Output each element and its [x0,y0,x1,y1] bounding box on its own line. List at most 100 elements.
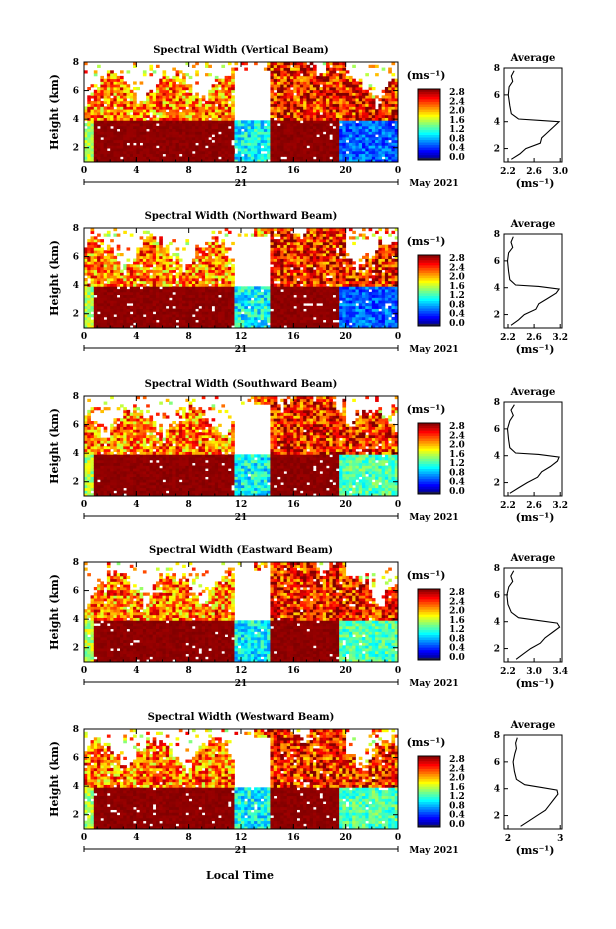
heatmap-cell [260,131,265,135]
heatmap-cell [335,67,340,71]
heatmap-cell [381,139,386,143]
heatmap-cell [119,319,124,323]
heatmap-cell [378,103,383,107]
heatmap-cell [208,148,212,152]
heatmap-cell [332,137,337,141]
heatmap-cell [309,106,314,110]
heatmap-cell [290,92,294,96]
heatmap-cell [136,250,140,254]
heatmap-cell [276,145,281,149]
heatmap-cell [306,117,311,121]
heatmap-cell [90,291,95,296]
heatmap-cell [306,92,311,96]
heatmap-cell [106,150,111,155]
heatmap-cell [149,325,154,329]
heatmap-cell [211,128,216,132]
heatmap-cell [312,139,317,143]
heatmap-cell [371,117,376,121]
heatmap-cell [221,303,226,307]
heatmap-cell [329,81,333,85]
heatmap-cell [221,117,226,121]
heatmap-cell [303,137,307,141]
heatmap-cell [345,75,350,80]
heatmap-cell [329,322,333,326]
heatmap-cell [319,278,324,282]
heatmap-cell [309,134,314,138]
heatmap-cell [388,148,392,152]
heatmap-cell [322,228,327,232]
heatmap-cell [159,123,163,127]
heatmap-cell [293,100,297,105]
heatmap-cell [231,316,235,321]
heatmap-cell [303,131,307,135]
heatmap-cell [195,325,199,329]
heatmap-cell [290,125,294,130]
heatmap-cell [103,286,108,290]
heatmap-cell [155,112,160,116]
heatmap-cell [113,297,118,301]
heatmap-cell [319,286,324,290]
heatmap-cell [303,78,307,82]
heatmap-cell [309,117,314,121]
heatmap-cell [296,319,301,323]
heatmap-cell [237,289,242,293]
heatmap-cell [280,81,284,85]
heatmap-cell [188,289,193,293]
heatmap-cell [116,95,121,99]
heatmap-cell [273,139,278,143]
heatmap-cell [188,153,193,157]
heatmap-cell [391,81,396,85]
heatmap-cell [195,156,199,160]
heatmap-cell [286,322,291,326]
heatmap-cell [280,261,284,265]
heatmap-cell [188,159,193,163]
heatmap-cell [136,148,140,152]
heatmap-cell [322,264,327,268]
heatmap-cell [316,291,320,296]
heatmap-cell [146,253,150,257]
heatmap-cell [319,311,324,315]
heatmap-cell [162,125,167,130]
heatmap-cell [303,316,307,321]
heatmap-cell [375,114,379,118]
heatmap-cell [142,300,147,304]
heatmap-cell [286,303,291,307]
heatmap-cell [103,117,108,121]
heatmap-cell [342,114,347,118]
heatmap-cell [290,253,294,257]
heatmap-cell [139,258,144,262]
heatmap-cell [103,233,108,237]
heatmap-cell [303,159,307,163]
heatmap-cell [172,297,176,301]
heatmap-cell [319,300,324,304]
heatmap-cell [352,89,356,93]
heatmap-cell [329,100,333,105]
heatmap-cell [290,264,294,268]
heatmap-cell [394,112,399,116]
heatmap-cell [87,319,91,323]
heatmap-cell [123,114,127,118]
heatmap-cell [126,269,131,273]
heatmap-cell [273,294,278,298]
heatmap-cell [306,89,311,93]
heatmap-cell [221,134,226,138]
heatmap-cell [270,283,275,287]
heatmap-cell [126,128,131,132]
heatmap-cell [182,325,186,329]
heatmap-cell [159,280,163,284]
heatmap-cell [358,156,363,160]
heatmap-cell [394,134,399,138]
colorbar-unit-label: (ms⁻¹) [407,69,446,82]
heatmap-cell [162,70,167,74]
heatmap-cell [201,145,206,149]
heatmap-cell [362,142,366,146]
average-y-tick-label: 6 [494,91,500,101]
heatmap-cell [178,125,183,130]
heatmap-cell [237,150,242,155]
heatmap-cell [136,156,140,160]
heatmap-cell [123,148,127,152]
heatmap-cell [276,87,281,91]
heatmap-cell [362,112,366,116]
heatmap-cell [280,278,284,282]
heatmap-cell [103,283,108,287]
